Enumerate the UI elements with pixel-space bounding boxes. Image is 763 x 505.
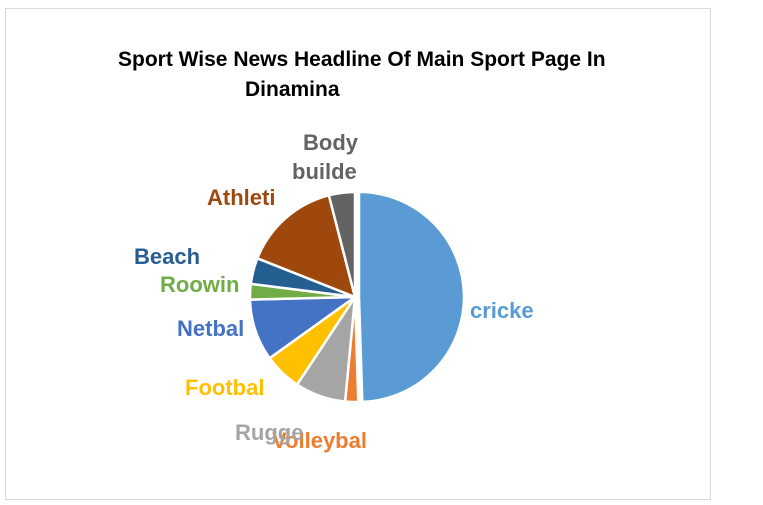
data-label-cricke: cricke — [470, 298, 534, 323]
data-label-netbal: Netbal — [177, 316, 244, 341]
data-label-body: Body — [303, 130, 359, 155]
data-label-footbal: Footbal — [185, 375, 264, 400]
pie-slice-body — [327, 190, 357, 298]
pie-slice-athleti — [255, 193, 357, 300]
data-label-beach: Beach — [134, 244, 200, 269]
pie-slice-cricke — [357, 190, 466, 404]
data-label-body-line2: builde — [292, 159, 357, 184]
data-label-athleti: Athleti — [207, 185, 275, 210]
chart-title-line1: Sport Wise News Headline Of Main Sport P… — [118, 48, 606, 71]
data-label-rugge: Rugge — [235, 420, 303, 445]
pie-slices — [248, 190, 466, 404]
chart-title-line2: Dinamina — [245, 78, 340, 101]
data-label-volleybal: Volleybal — [272, 428, 367, 453]
data-label-roowin: Roowin — [160, 272, 239, 297]
